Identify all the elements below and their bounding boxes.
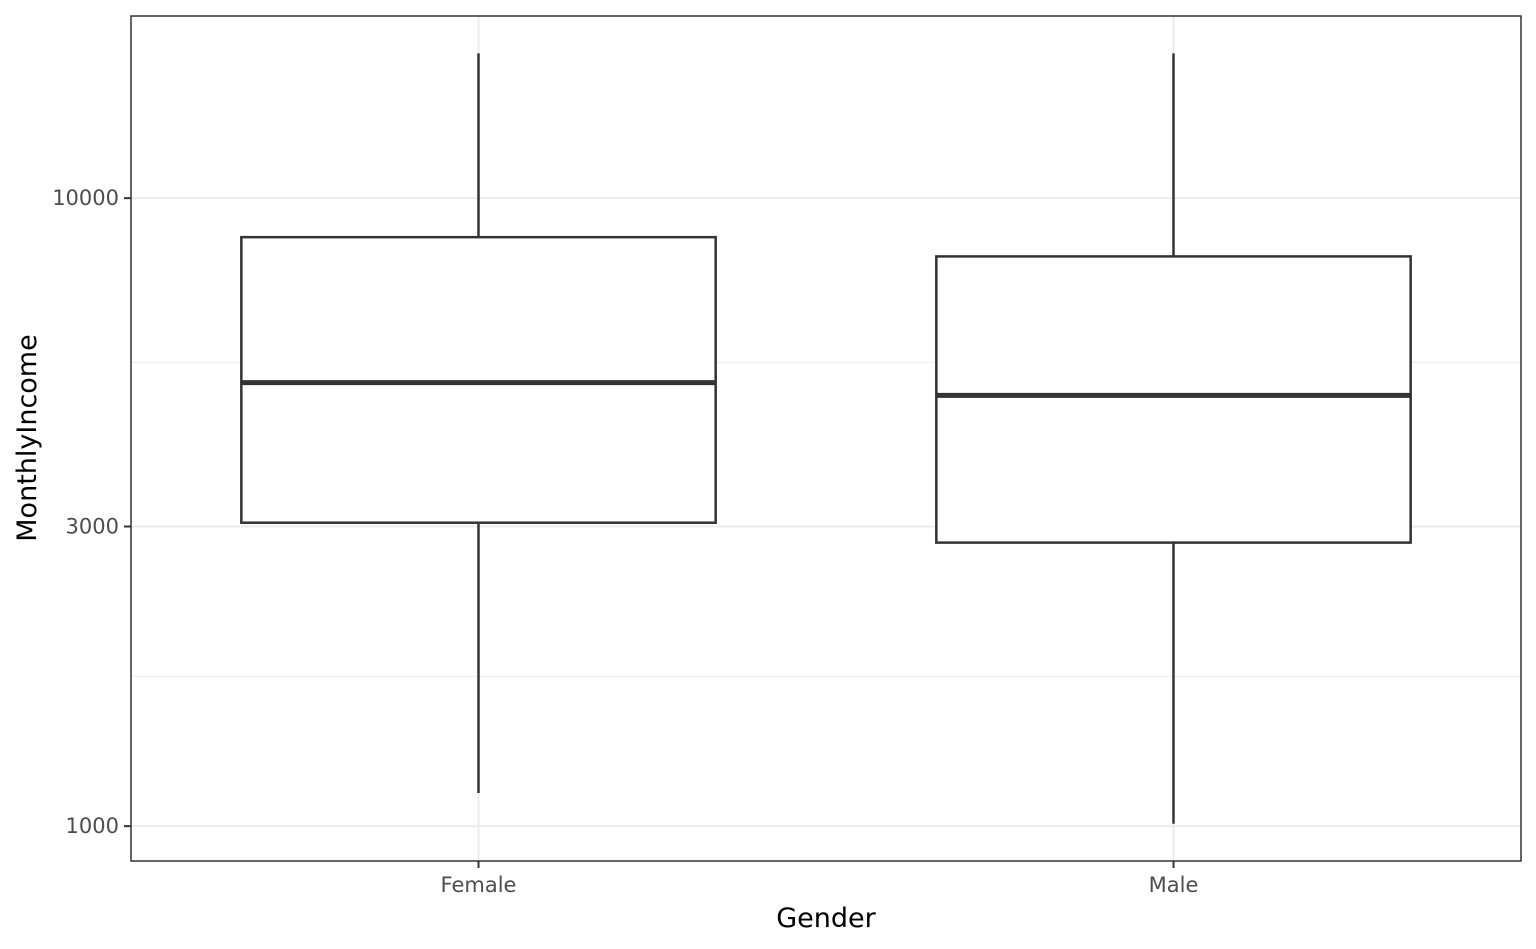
y-tick-label-0: 1000 — [66, 814, 119, 838]
x-axis-title: Gender — [776, 903, 876, 934]
x-tick-label-male: Male — [1149, 873, 1199, 897]
x-axis-ticks: Female Male — [441, 861, 1199, 897]
y-tick-label-1: 3000 — [66, 515, 119, 539]
y-axis-ticks: 1000 3000 10000 — [52, 186, 131, 838]
iqr-box-male — [935, 255, 1412, 544]
x-tick-label-female: Female — [441, 873, 517, 897]
box-male — [935, 53, 1412, 824]
y-axis-title: MonthlyIncome — [12, 334, 43, 541]
iqr-box-female — [240, 235, 717, 524]
box-series — [240, 53, 1412, 824]
y-tick-label-2: 10000 — [52, 186, 119, 210]
box-female — [240, 53, 717, 794]
panel-border — [130, 15, 1522, 862]
